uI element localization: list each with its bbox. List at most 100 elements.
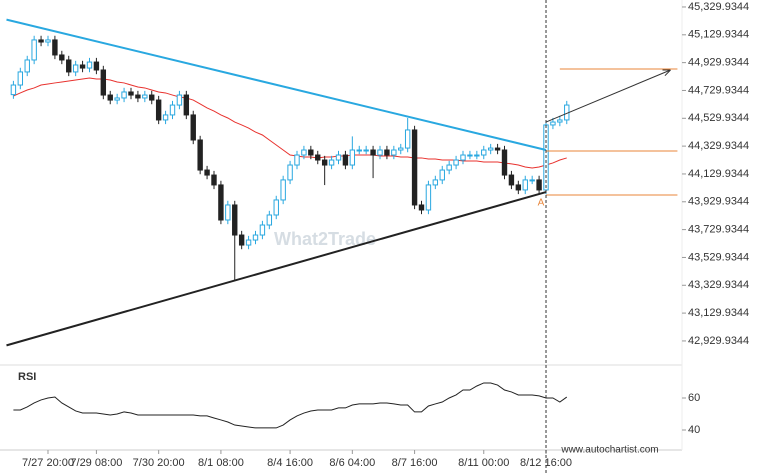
candle-body bbox=[162, 114, 169, 121]
candle-body bbox=[238, 234, 245, 246]
candle-body bbox=[481, 149, 487, 156]
candle-body bbox=[245, 239, 252, 246]
candle-body bbox=[135, 94, 141, 99]
x-tick-label: 8/7 16:00 bbox=[392, 457, 438, 469]
candle-body bbox=[197, 139, 203, 171]
candle-body bbox=[391, 149, 397, 156]
candle-body bbox=[377, 149, 383, 156]
candle-body bbox=[349, 149, 356, 166]
y-tick-label: 44,929.9344 bbox=[688, 57, 749, 69]
y-tick-label: 42,929.9344 bbox=[688, 335, 749, 347]
candle-body bbox=[79, 64, 86, 69]
candle-body bbox=[280, 179, 286, 201]
candle-body bbox=[453, 159, 459, 166]
candle-body bbox=[218, 184, 224, 221]
candle-body bbox=[155, 99, 162, 121]
y-tick-label: 45,129.9344 bbox=[688, 29, 749, 41]
rsi-title: RSI bbox=[18, 371, 36, 383]
candle-body bbox=[100, 69, 107, 96]
candle-body bbox=[370, 149, 376, 156]
y-tick-label: 43,329.9344 bbox=[688, 279, 749, 291]
y-tick-label: 44,729.9344 bbox=[688, 84, 749, 96]
y-tick-label: 45,329.9344 bbox=[688, 1, 749, 13]
x-tick-label: 8/6 04:00 bbox=[329, 457, 375, 469]
x-tick-label: 7/27 20:00 bbox=[22, 457, 74, 469]
candle-body bbox=[508, 174, 515, 186]
candle-body bbox=[342, 154, 349, 166]
y-tick-label: 43,729.9344 bbox=[688, 224, 749, 236]
x-tick-label: 7/29 08:00 bbox=[70, 457, 122, 469]
arrow-head bbox=[662, 69, 671, 77]
candle-body bbox=[460, 154, 466, 161]
candle-body bbox=[328, 159, 335, 166]
candle-body bbox=[384, 149, 390, 156]
candle-body bbox=[66, 59, 72, 73]
candle-body bbox=[315, 154, 321, 161]
candle-body bbox=[142, 94, 148, 99]
candle-body bbox=[273, 199, 279, 216]
candle-body bbox=[294, 154, 300, 166]
candle-body bbox=[356, 149, 362, 152]
candle-body bbox=[432, 179, 439, 186]
source: www.autochartist.com bbox=[560, 445, 658, 456]
y-tick-label: 43,929.9344 bbox=[688, 196, 749, 208]
candle-body bbox=[86, 61, 93, 69]
candle-body bbox=[515, 184, 522, 191]
candle-body bbox=[266, 214, 273, 226]
candle-body bbox=[128, 91, 134, 96]
candle-body bbox=[38, 39, 44, 43]
trendline bbox=[6, 191, 547, 347]
candle-body bbox=[550, 121, 556, 126]
candle-body bbox=[107, 94, 113, 101]
arrow-line bbox=[545, 69, 671, 123]
candle-body bbox=[446, 164, 452, 171]
candle-body bbox=[232, 204, 238, 236]
candle-body bbox=[335, 154, 342, 161]
y-tick-label: 44,129.9344 bbox=[688, 168, 749, 180]
x-tick-label: 7/30 20:00 bbox=[133, 457, 185, 469]
candle-body bbox=[557, 119, 563, 123]
y-tick-label: 43,129.9344 bbox=[688, 307, 749, 319]
candle-body bbox=[536, 179, 542, 191]
candle-body bbox=[404, 129, 411, 149]
candle-body bbox=[474, 154, 480, 157]
rsi-line bbox=[13, 382, 568, 429]
candle-body bbox=[176, 94, 183, 106]
candle-body bbox=[259, 224, 266, 236]
candle-body bbox=[169, 104, 176, 116]
candle-body bbox=[501, 149, 508, 176]
candle-body bbox=[321, 159, 328, 166]
candle-body bbox=[494, 147, 501, 151]
candle-body bbox=[211, 174, 217, 186]
candle-body bbox=[398, 147, 404, 151]
trendline bbox=[6, 18, 547, 151]
candle-body bbox=[425, 184, 432, 211]
candle-body bbox=[17, 71, 24, 86]
x-tick-label: 8/11 00:00 bbox=[458, 457, 509, 469]
watermark: What2Trade bbox=[274, 229, 376, 249]
candle-body bbox=[439, 169, 445, 181]
candle-body bbox=[225, 204, 231, 221]
candle-body bbox=[114, 97, 120, 101]
candle-body bbox=[24, 59, 30, 73]
candle-body bbox=[204, 169, 210, 176]
candle-body bbox=[10, 84, 17, 96]
candle-body bbox=[149, 94, 155, 101]
candle-body bbox=[252, 234, 259, 241]
candle-body bbox=[183, 94, 190, 116]
candle-body bbox=[121, 91, 127, 99]
candle-body bbox=[45, 39, 51, 43]
marker-label: A bbox=[538, 198, 545, 209]
candle-body bbox=[363, 149, 369, 152]
candle-body bbox=[72, 64, 79, 73]
candle-body bbox=[487, 147, 494, 151]
candle-body bbox=[529, 179, 535, 182]
rsi-y-tick-label: 60 bbox=[688, 392, 700, 404]
candle-body bbox=[522, 179, 528, 191]
y-tick-label: 43,529.9344 bbox=[688, 251, 749, 263]
rsi-y-tick-label: 40 bbox=[688, 424, 700, 436]
y-tick-label: 44,329.9344 bbox=[688, 140, 749, 152]
candle-body bbox=[418, 204, 425, 211]
